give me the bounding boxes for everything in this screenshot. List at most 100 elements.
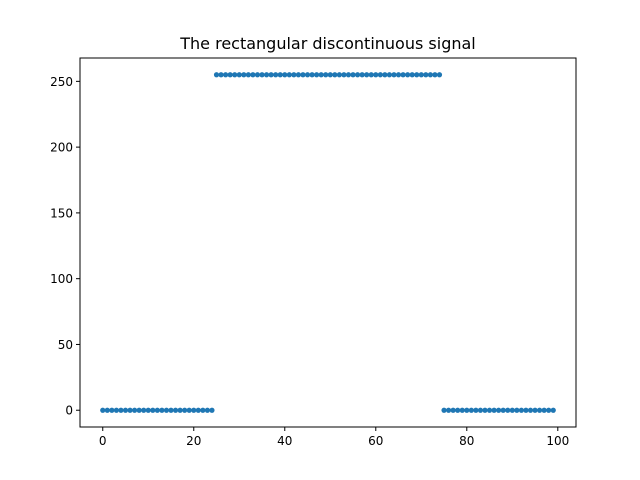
data-point (496, 407, 502, 413)
data-point (245, 72, 251, 78)
data-points (100, 72, 556, 413)
data-point (154, 407, 160, 413)
y-tick-label: 0 (65, 404, 73, 418)
x-tick-label: 100 (546, 434, 569, 448)
data-point (386, 72, 393, 78)
data-point (523, 407, 529, 413)
data-point (527, 407, 534, 413)
data-point (514, 407, 520, 413)
data-point (314, 72, 320, 78)
x-tick-label: 80 (459, 434, 474, 448)
data-point (241, 72, 247, 78)
data-point (209, 407, 215, 413)
data-point (509, 407, 515, 413)
x-axis: 0 20 40 60 80 100 (99, 427, 569, 448)
data-point (423, 72, 429, 78)
data-point (182, 407, 188, 413)
data-point (309, 72, 315, 78)
data-point (141, 407, 147, 413)
data-point (136, 407, 142, 413)
data-point (414, 72, 420, 78)
chart-title: The rectangular discontinuous signal (179, 34, 475, 53)
data-point (250, 72, 256, 78)
data-point (195, 407, 201, 413)
data-point (436, 72, 443, 78)
y-tick-label: 100 (50, 272, 73, 286)
data-point (518, 407, 524, 413)
data-point (186, 407, 192, 413)
data-point (150, 407, 156, 413)
data-point (364, 72, 370, 78)
data-point (477, 407, 484, 413)
data-point (450, 407, 456, 413)
data-point (350, 72, 356, 78)
data-point (318, 72, 324, 78)
data-point (227, 72, 233, 78)
data-point (482, 407, 488, 413)
x-tick-label: 60 (368, 434, 383, 448)
data-point (300, 72, 306, 78)
data-point (104, 407, 110, 413)
data-point (409, 72, 415, 78)
data-point (263, 72, 270, 78)
data-point (191, 407, 197, 413)
data-point (427, 72, 433, 78)
data-point (204, 407, 211, 413)
data-point (405, 72, 411, 78)
data-point (468, 407, 474, 413)
data-point (163, 407, 170, 413)
x-tick-label: 20 (186, 434, 201, 448)
data-point (336, 72, 342, 78)
data-point (291, 72, 297, 78)
data-point (400, 72, 406, 78)
data-point (145, 407, 151, 413)
data-point (491, 407, 497, 413)
data-point (277, 72, 283, 78)
data-point (395, 72, 402, 78)
data-point (113, 407, 120, 413)
data-point (418, 72, 424, 78)
data-point (159, 407, 165, 413)
data-point (341, 72, 347, 78)
data-point (268, 72, 274, 78)
data-point (236, 72, 242, 78)
data-point (327, 72, 333, 78)
data-point (505, 407, 511, 413)
data-point (345, 72, 352, 78)
data-point (532, 407, 538, 413)
data-point (218, 72, 224, 78)
y-tick-label: 150 (50, 206, 73, 220)
x-tick-label: 40 (277, 434, 292, 448)
data-point (118, 407, 124, 413)
data-point (546, 407, 552, 413)
data-point (127, 407, 133, 413)
data-point (391, 72, 397, 78)
data-point (295, 72, 302, 78)
data-point (100, 407, 106, 413)
data-point (282, 72, 288, 78)
data-point (464, 407, 470, 413)
data-point (382, 72, 388, 78)
data-point (455, 407, 461, 413)
y-axis: 0 50 100 150 200 250 (50, 75, 80, 418)
data-point (459, 407, 465, 413)
data-point (536, 407, 543, 413)
data-point (259, 72, 265, 78)
data-point (109, 407, 115, 413)
data-point (213, 72, 220, 78)
data-point (486, 407, 493, 413)
data-point (373, 72, 379, 78)
y-tick-label: 50 (58, 338, 73, 352)
data-point (304, 72, 311, 78)
data-point (254, 72, 261, 78)
data-point (323, 72, 329, 78)
data-point (473, 407, 479, 413)
data-point (172, 407, 179, 413)
data-point (177, 407, 183, 413)
data-point (273, 72, 279, 78)
data-point (500, 407, 506, 413)
data-point (168, 407, 174, 413)
data-point (377, 72, 383, 78)
